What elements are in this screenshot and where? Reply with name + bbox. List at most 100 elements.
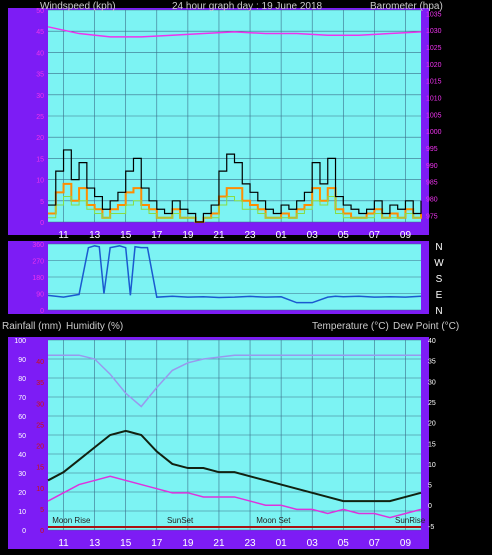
astro-annotation: Moon Set xyxy=(256,516,291,525)
wind-x-tick: 11 xyxy=(58,230,69,241)
wind-x-tick: 09 xyxy=(400,230,412,241)
rainfall-y-tick: 0 xyxy=(40,528,44,535)
humidity-series xyxy=(48,354,421,408)
humidity-y-tick: 20 xyxy=(18,490,26,497)
temperature-x-tick: 05 xyxy=(338,538,350,549)
barometer-y-tick: 980 xyxy=(426,196,438,203)
wind-x-tick: 13 xyxy=(89,230,101,241)
temperature-x-tick: 09 xyxy=(400,538,412,549)
barometer-y-tick: 985 xyxy=(426,180,438,187)
temperature-x-tick: 03 xyxy=(307,538,319,549)
tick-labels: 0510152025303540455097598098599099510001… xyxy=(14,8,444,549)
wind-x-tick: 05 xyxy=(338,230,350,241)
wind-y-tick: 30 xyxy=(36,93,44,100)
wind-y-tick: 50 xyxy=(36,8,44,15)
compass-label: N xyxy=(435,242,442,253)
rainfall-y-tick: 25 xyxy=(36,422,44,429)
wind-direction-series xyxy=(47,245,422,304)
temperature-y-tick: 0 xyxy=(428,503,432,510)
astro-annotation: Moon Rise xyxy=(52,516,91,525)
compass-label: W xyxy=(434,258,444,269)
temperature-x-tick: 21 xyxy=(213,538,225,549)
temperature-axis-label: Temperature (°C) xyxy=(312,321,389,332)
rainfall-axis-label: Rainfall (mm) xyxy=(2,321,61,332)
wind-y-tick: 45 xyxy=(36,29,44,36)
wind-x-tick: 19 xyxy=(182,230,194,241)
wind-gust-series xyxy=(48,149,422,223)
temperature-y-tick: 40 xyxy=(428,338,436,345)
wind-y-tick: 10 xyxy=(36,178,44,185)
direction-grid xyxy=(48,243,421,311)
wind-x-tick: 17 xyxy=(151,230,163,241)
wind-y-tick: 0 xyxy=(40,220,44,227)
humidity-y-tick: 10 xyxy=(18,509,26,516)
barometer-y-tick: 1020 xyxy=(426,62,442,69)
wind-y-tick: 5 xyxy=(40,199,44,206)
compass-label: S xyxy=(436,274,443,285)
wind-y-tick: 40 xyxy=(36,50,44,57)
barometer-y-tick: 1015 xyxy=(426,79,442,86)
humidity-axis-label: Humidity (%) xyxy=(66,321,123,332)
wind-y-tick: 15 xyxy=(36,156,44,163)
dewpoint-axis-label: Dew Point (°C) xyxy=(393,321,459,332)
humidity-y-tick: 30 xyxy=(18,471,26,478)
wind-y-tick: 20 xyxy=(36,135,44,142)
astro-annotation: SunRise xyxy=(395,516,426,525)
temperature-y-tick: 5 xyxy=(428,483,432,490)
temperature-x-tick: 19 xyxy=(182,538,194,549)
direction-y-tick: 90 xyxy=(36,292,44,299)
temperature-y-tick: 15 xyxy=(428,441,436,448)
temperature-x-tick: 23 xyxy=(244,538,256,549)
temperature-y-tick: 25 xyxy=(428,400,436,407)
barometer-axis-label: Barometer (hpa) xyxy=(370,1,443,12)
direction-y-tick: 360 xyxy=(32,242,44,249)
temperature-y-tick: 20 xyxy=(428,421,436,428)
temperature-series xyxy=(47,429,422,503)
barometer-y-tick: 1035 xyxy=(426,11,442,18)
humidity-y-tick: 80 xyxy=(18,376,26,383)
wind-x-tick: 15 xyxy=(120,230,132,241)
barometer-y-tick: 1005 xyxy=(426,112,442,119)
wind-direction-series-green xyxy=(48,196,421,223)
barometer-y-tick: 1000 xyxy=(426,129,442,136)
humidity-y-tick: 50 xyxy=(18,433,26,440)
humidity-y-tick: 100 xyxy=(14,338,26,345)
dewpoint-series xyxy=(47,475,422,519)
humidity-y-tick: 0 xyxy=(22,528,26,535)
wind-x-tick: 03 xyxy=(307,230,319,241)
wind-x-tick: 23 xyxy=(244,230,256,241)
temperature-y-tick: 35 xyxy=(428,359,436,366)
humidity-y-tick: 90 xyxy=(18,357,26,364)
barometer-y-tick: 995 xyxy=(426,146,438,153)
series-layer: Moon Rise SunSet Moon Set SunRise xyxy=(47,26,426,528)
windspeed-axis-label: Windspeed (kph) xyxy=(40,1,116,12)
wind-x-tick: 07 xyxy=(369,230,381,241)
humidity-y-tick: 70 xyxy=(18,395,26,402)
temperature-y-tick: 10 xyxy=(428,462,436,469)
rainfall-y-tick: 10 xyxy=(36,486,44,493)
compass-label: E xyxy=(436,290,443,301)
wind-y-tick: 25 xyxy=(36,114,44,121)
temperature-x-tick: 11 xyxy=(58,538,69,549)
compass-label: N xyxy=(435,306,442,317)
temperature-y-tick: -5 xyxy=(428,524,434,531)
barometer-y-tick: 975 xyxy=(426,213,438,220)
rainfall-y-tick: 15 xyxy=(36,465,44,472)
rainfall-y-tick: 40 xyxy=(36,359,44,366)
barometer-y-tick: 1025 xyxy=(426,45,442,52)
wind-y-tick: 35 xyxy=(36,72,44,79)
direction-y-tick: 180 xyxy=(32,275,44,282)
temperature-x-tick: 07 xyxy=(369,538,381,549)
rainfall-y-tick: 30 xyxy=(36,401,44,408)
temperature-x-tick: 17 xyxy=(151,538,163,549)
barometer-y-tick: 1010 xyxy=(426,95,442,102)
rainfall-y-tick: 35 xyxy=(36,380,44,387)
direction-y-tick: 0 xyxy=(40,308,44,315)
temperature-x-tick: 15 xyxy=(120,538,132,549)
temperature-y-tick: 30 xyxy=(428,379,436,386)
barometer-y-tick: 990 xyxy=(426,163,438,170)
humidity-y-tick: 60 xyxy=(18,414,26,421)
temperature-x-tick: 01 xyxy=(276,538,288,549)
barometer-y-tick: 1030 xyxy=(426,28,442,35)
